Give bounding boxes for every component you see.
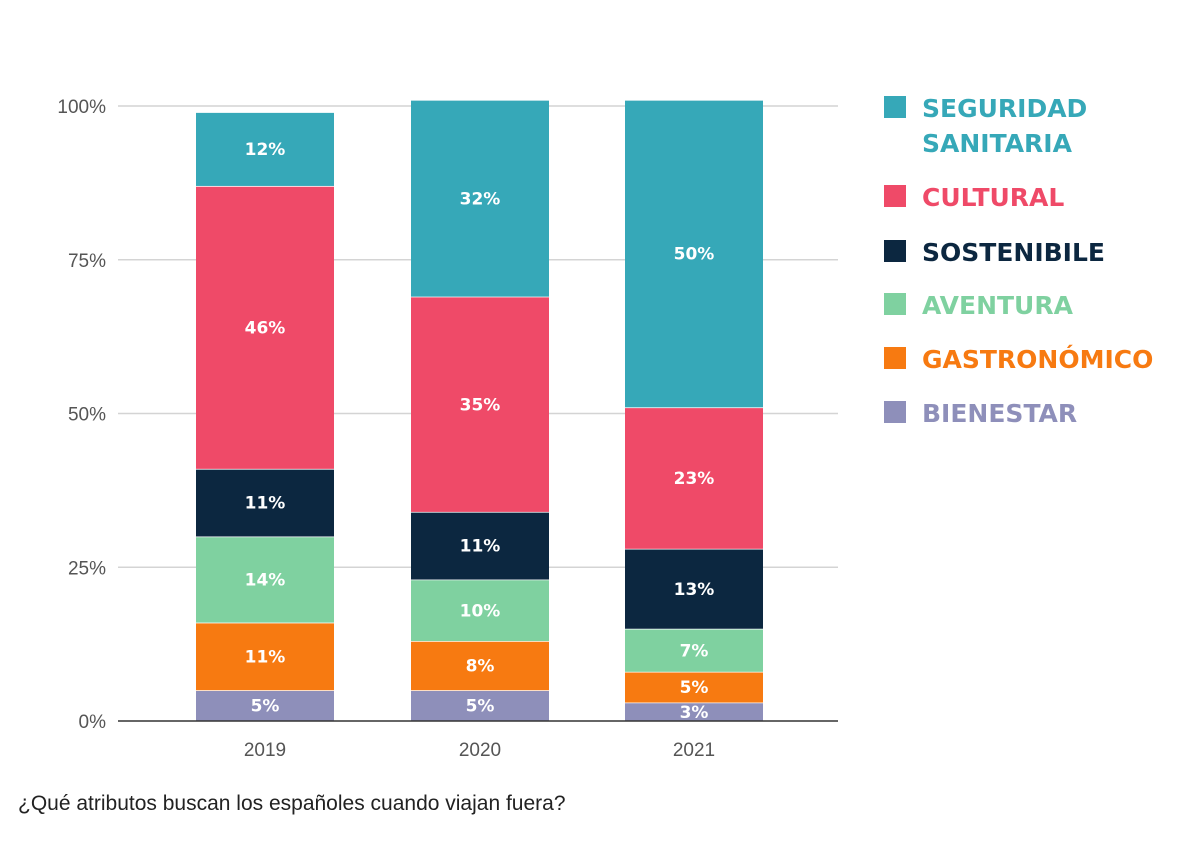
legend-swatch xyxy=(884,96,906,118)
bar-segment xyxy=(625,407,763,549)
y-tick-label: 75% xyxy=(68,251,106,272)
data-label: 12% xyxy=(245,140,286,160)
legend-label: GASTRONÓMICO xyxy=(922,344,1153,374)
y-axis-tick-labels: 0% 25% 50% 75% 100% xyxy=(57,97,106,733)
legend: SEGURIDAD SANITARIA CULTURAL SOSTENIBILE AVE… xyxy=(884,94,1153,428)
legend-item: SOSTENIBILE xyxy=(884,238,1105,267)
data-label: 5% xyxy=(251,697,280,717)
legend-swatch xyxy=(884,401,906,423)
bar-segment xyxy=(411,296,549,512)
data-label: 50% xyxy=(674,245,715,265)
legend-swatch xyxy=(884,293,906,315)
data-label: 3% xyxy=(680,703,709,723)
data-label: 11% xyxy=(460,537,501,557)
legend-item: CULTURAL xyxy=(884,183,1064,212)
bar-segment xyxy=(411,641,549,691)
bars: 5% 11% 14% 11% 46% 12% 5% 8% 10% 11% 35% 32% 3% 5% 7% 1… xyxy=(196,99,763,723)
legend-swatch xyxy=(884,240,906,262)
bar-segment xyxy=(196,112,334,186)
legend-swatch xyxy=(884,185,906,207)
bar-segment xyxy=(196,690,334,721)
y-tick-label: 0% xyxy=(79,712,107,733)
bar-segment xyxy=(625,548,763,629)
bar-segment xyxy=(411,511,549,580)
bar-segment xyxy=(196,622,334,691)
data-label: 13% xyxy=(674,580,715,600)
legend-item: SEGURIDAD SANITARIA xyxy=(884,94,1087,158)
data-label: 10% xyxy=(460,601,501,621)
data-label: 11% xyxy=(245,647,286,667)
legend-label: SEGURIDAD SANITARIA xyxy=(922,94,1087,158)
y-tick-label: 25% xyxy=(68,558,106,579)
data-label: 46% xyxy=(245,318,286,338)
data-label: 5% xyxy=(466,697,495,717)
legend-item: GASTRONÓMICO xyxy=(884,344,1153,374)
legend-label: BIENESTAR xyxy=(922,399,1077,428)
bar-stack-2019: 5% 11% 14% 11% 46% 12% xyxy=(196,111,334,721)
y-tick-label: 100% xyxy=(57,97,106,118)
data-label: 23% xyxy=(674,469,715,489)
bar-segment xyxy=(625,671,763,703)
legend-item: AVENTURA xyxy=(884,291,1074,320)
legend-label: CULTURAL xyxy=(922,183,1064,212)
x-tick-label: 2019 xyxy=(244,740,286,761)
bar-segment xyxy=(196,185,334,469)
bar-segment xyxy=(625,99,763,408)
data-label: 5% xyxy=(680,678,709,698)
bar-segment xyxy=(411,690,549,721)
data-label: 7% xyxy=(680,641,709,661)
data-label: 11% xyxy=(245,494,286,514)
legend-item: BIENESTAR xyxy=(884,399,1077,428)
bar-segment xyxy=(625,702,763,721)
bar-stack-2021: 3% 5% 7% 13% 23% 50% xyxy=(625,99,763,723)
legend-label: AVENTURA xyxy=(922,291,1074,320)
bar-stack-2020: 5% 8% 10% 11% 35% 32% xyxy=(411,99,549,721)
bar-segment xyxy=(411,579,549,642)
x-axis-tick-labels: 2019 2020 2021 xyxy=(244,740,715,761)
y-tick-label: 50% xyxy=(68,405,106,426)
x-tick-label: 2021 xyxy=(673,740,715,761)
bar-segment xyxy=(625,628,763,672)
legend-swatch xyxy=(884,347,906,369)
data-label: 8% xyxy=(466,657,495,677)
data-label: 32% xyxy=(460,189,501,209)
bar-segment xyxy=(411,99,549,297)
x-tick-label: 2020 xyxy=(459,740,501,761)
legend-label: SOSTENIBILE xyxy=(922,238,1105,267)
bar-segment xyxy=(196,536,334,623)
stacked-bar-chart: 0% 25% 50% 75% 100% 5% 11% 14% 11% 46% 12% 5% 8% 10%… xyxy=(57,94,1153,761)
data-label: 14% xyxy=(245,571,286,591)
chart-caption: ¿Qué atributos buscan los españoles cuan… xyxy=(18,792,566,815)
bar-segment xyxy=(196,468,334,537)
data-label: 35% xyxy=(460,395,501,415)
